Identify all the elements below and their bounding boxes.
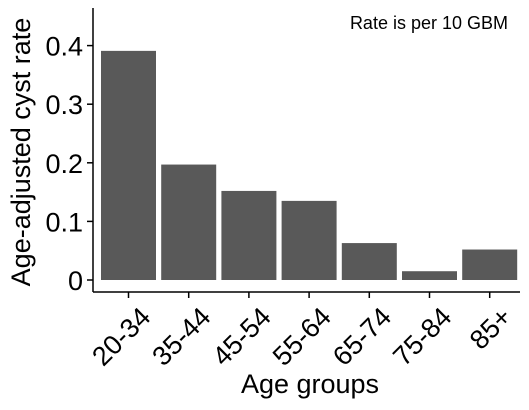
bar-35-44 — [161, 164, 217, 280]
bar-45-54 — [221, 190, 277, 280]
y-tick-label: 0.2 — [45, 149, 83, 179]
y-tick-label: 0.3 — [45, 90, 83, 120]
chart-annotation: Rate is per 10 GBM — [350, 13, 508, 33]
bar-75-84 — [402, 271, 457, 280]
bar-55-64 — [281, 200, 337, 280]
x-tick-label: 45-54 — [207, 302, 277, 372]
x-tick-label: 85+ — [464, 302, 518, 356]
bar-20-34 — [101, 50, 156, 281]
y-ticks: 0 0.1 0.2 0.3 0.4 — [45, 32, 93, 296]
y-tick-label: 0 — [68, 266, 83, 296]
y-tick-label: 0.1 — [45, 207, 83, 237]
bar-85+ — [462, 249, 518, 280]
y-tick-label: 0.4 — [45, 32, 83, 62]
x-tick-label: 35-44 — [146, 302, 216, 372]
bar-65-74 — [341, 243, 397, 280]
x-tick-label: 55-64 — [267, 302, 337, 372]
x-tick-label: 75-84 — [387, 302, 457, 372]
x-tick-label: 65-74 — [327, 302, 397, 372]
x-tick-label: 20-34 — [86, 302, 156, 372]
bars-layer — [101, 50, 518, 281]
axes-layer — [92, 8, 520, 293]
y-axis-title: Age-adjusted cyst rate — [6, 18, 36, 287]
x-axis-title: Age groups — [241, 369, 379, 399]
